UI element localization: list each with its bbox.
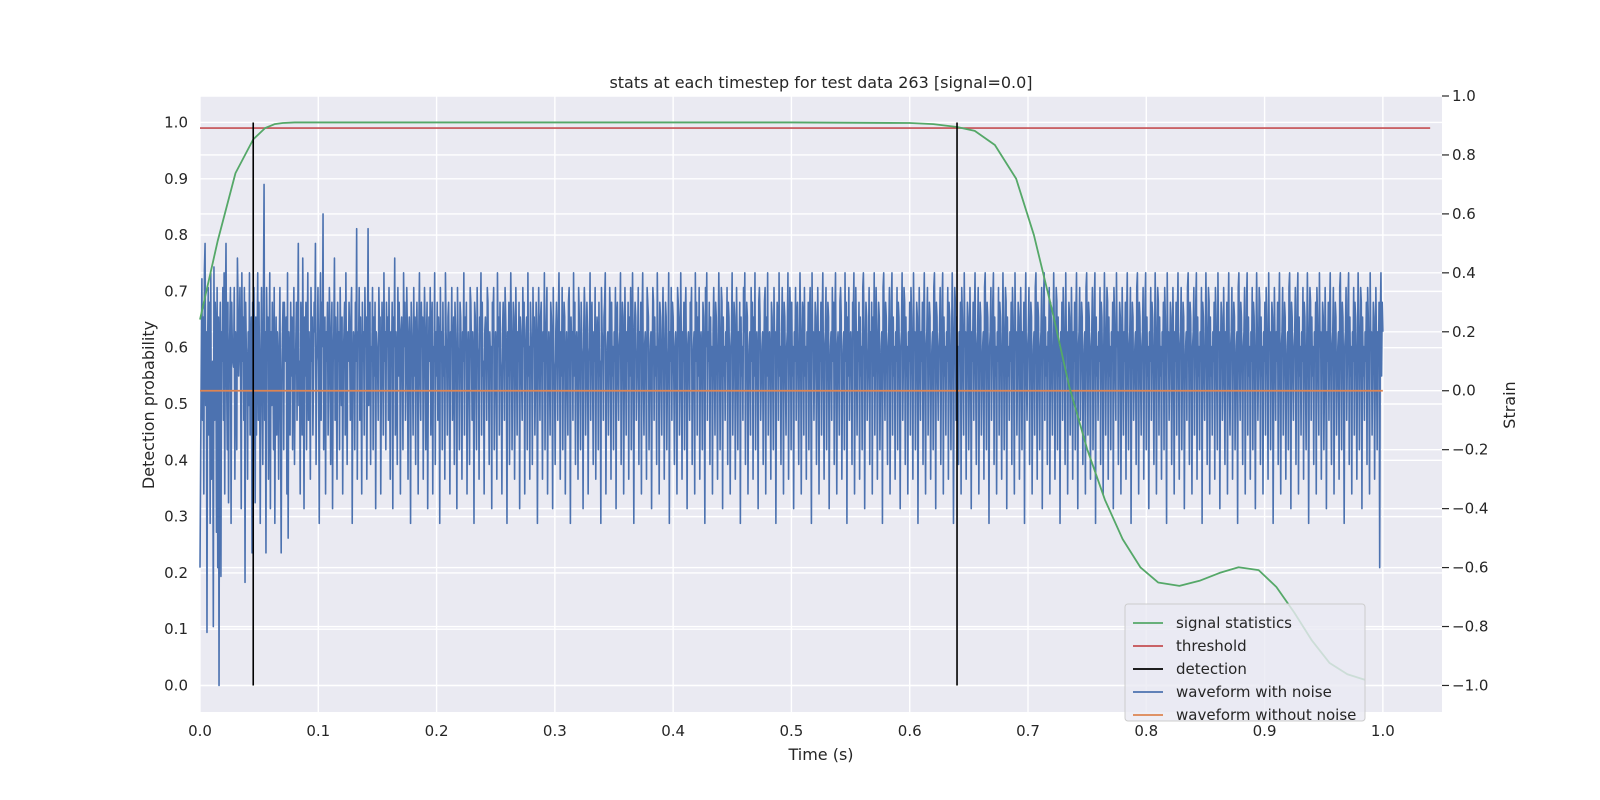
- y-tick-label: 0.8: [164, 226, 188, 244]
- y2-axis-ticks: −1.0 −0.8 −0.6 −0.4 −0.2 0.0 0.2 0.4 0.6 0.8 1.0: [1442, 87, 1488, 694]
- series-layer: [199, 121, 1431, 687]
- y-axis-ticks: 0.0 0.1 0.2 0.3 0.4 0.5 0.6 0.7 0.8 0.9 1.0: [164, 113, 188, 694]
- chart-title: stats at each timestep for test data 263…: [609, 73, 1032, 92]
- x-tick-label: 0.9: [1253, 722, 1277, 740]
- y-tick-label: 0.2: [164, 564, 188, 582]
- x-tick-label: 0.4: [661, 722, 685, 740]
- x-tick-label: 0.1: [306, 722, 330, 740]
- x-axis-ticks: 0.0 0.1 0.2 0.3 0.4 0.5 0.6 0.7 0.8 0.9 1.0: [188, 722, 1395, 740]
- x-axis-label: Time (s): [787, 745, 853, 764]
- y-axis-label: Detection probability: [139, 321, 158, 489]
- y-tick-label: 0.1: [164, 620, 188, 638]
- x-tick-label: 0.2: [425, 722, 449, 740]
- legend-label: signal statistics: [1176, 614, 1292, 632]
- y-tick-label: 0.9: [164, 170, 188, 188]
- y2-tick-label: −0.4: [1452, 500, 1488, 518]
- y2-tick-label: −0.6: [1452, 559, 1488, 577]
- x-tick-label: 0.6: [898, 722, 922, 740]
- legend-label: detection: [1176, 660, 1247, 678]
- y2-tick-label: −0.2: [1452, 441, 1488, 459]
- y2-tick-label: −1.0: [1452, 676, 1488, 694]
- x-tick-label: 0.8: [1134, 722, 1158, 740]
- y-tick-label: 0.5: [164, 395, 188, 413]
- y2-tick-label: 0.8: [1452, 146, 1476, 164]
- y-tick-label: 0.7: [164, 282, 188, 300]
- x-tick-label: 0.5: [779, 722, 803, 740]
- x-tick-label: 0.3: [543, 722, 567, 740]
- legend-label: threshold: [1176, 637, 1247, 655]
- y2-tick-label: −0.8: [1452, 618, 1488, 636]
- y-tick-label: 0.0: [164, 677, 188, 695]
- x-tick-label: 1.0: [1371, 722, 1395, 740]
- y2-tick-label: 0.4: [1452, 264, 1476, 282]
- waveform-with-noise-line: [199, 183, 1384, 687]
- y-tick-label: 0.3: [164, 508, 188, 526]
- y2-tick-label: 0.6: [1452, 205, 1476, 223]
- y-tick-label: 0.4: [164, 451, 188, 469]
- y-tick-label: 0.6: [164, 339, 188, 357]
- signal-statistics-line: [199, 121, 1366, 681]
- y2-tick-label: 0.2: [1452, 323, 1476, 341]
- legend-box: [1124, 603, 1366, 722]
- legend: signal statistics threshold detection wavef…: [1124, 603, 1366, 724]
- legend-label: waveform without noise: [1176, 706, 1356, 724]
- y2-tick-label: 0.0: [1452, 382, 1476, 400]
- legend-label: waveform with noise: [1176, 683, 1332, 701]
- y2-tick-label: 1.0: [1452, 87, 1476, 105]
- x-tick-label: 0.0: [188, 722, 212, 740]
- x-tick-label: 0.7: [1016, 722, 1040, 740]
- y-tick-label: 1.0: [164, 113, 188, 131]
- y2-axis-label: Strain: [1500, 381, 1519, 428]
